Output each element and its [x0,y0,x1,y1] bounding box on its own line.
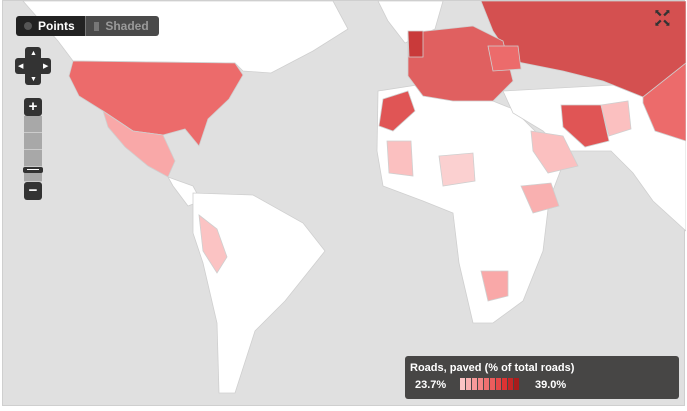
legend-swatch [502,378,507,390]
europe[interactable] [407,25,514,102]
shaded-button[interactable]: Shaded [84,16,159,36]
pan-right-icon[interactable]: ▶ [43,63,49,70]
niger[interactable] [438,152,476,187]
legend-swatch [466,378,471,390]
zoom-out-button[interactable]: − [24,182,42,200]
ukraine[interactable] [487,45,522,72]
asia[interactable] [502,80,686,232]
zoom-level[interactable] [24,173,42,182]
legend-min: 23.7% [415,379,447,391]
display-mode-toggle[interactable]: Points Shaded [16,16,159,36]
africa[interactable] [376,80,569,324]
saudi-arabia[interactable] [530,130,579,174]
legend-swatch [508,378,513,390]
zoom-control[interactable]: + − [23,98,43,200]
fullscreen-icon: ⬉⬈ ⬋⬊ [654,8,671,29]
shaded-icon [93,21,100,31]
legend-swatch [490,378,495,390]
legend-swatch [472,378,477,390]
legend-swatch [478,378,483,390]
shaded-label: Shaded [105,19,149,33]
fullscreen-button[interactable]: ⬉⬈ ⬋⬊ [654,9,674,29]
pan-left-icon[interactable]: ◀ [18,63,24,70]
points-label: Points [38,19,75,33]
afghanistan[interactable] [600,100,632,137]
minus-icon: − [28,182,38,199]
zoom-level[interactable] [24,133,42,150]
points-icon [24,22,32,30]
legend: Roads, paved (% of total roads) 23.7% 39… [405,356,679,399]
legend-title: Roads, paved (% of total roads) [410,362,575,374]
south-america[interactable] [192,192,326,394]
legend-scale [460,378,519,390]
zoom-in-button[interactable]: + [24,98,42,116]
pan-horizontal [15,58,51,74]
ethiopia[interactable] [520,182,560,214]
pan-control[interactable]: ▲ ▼ ◀ ▶ [15,47,51,85]
botswana[interactable] [480,270,509,302]
points-button[interactable]: Points [16,16,85,36]
zoom-slider-handle[interactable] [23,167,43,173]
legend-swatch [460,378,465,390]
zoom-level[interactable] [24,116,42,133]
plus-icon: + [28,98,38,115]
legend-swatch [484,378,489,390]
peru[interactable] [198,214,228,274]
pan-up-icon[interactable]: ▲ [30,50,37,57]
legend-max: 39.0% [535,379,567,391]
usa[interactable] [68,60,244,147]
zoom-level[interactable] [24,150,42,167]
legend-swatch [496,378,501,390]
mauritania[interactable] [386,140,414,177]
pan-down-icon[interactable]: ▼ [30,76,37,83]
legend-swatch [514,378,519,390]
united-kingdom[interactable] [407,30,424,58]
morocco[interactable] [378,90,416,132]
iran[interactable] [560,104,610,148]
map-canvas[interactable] [3,1,686,407]
